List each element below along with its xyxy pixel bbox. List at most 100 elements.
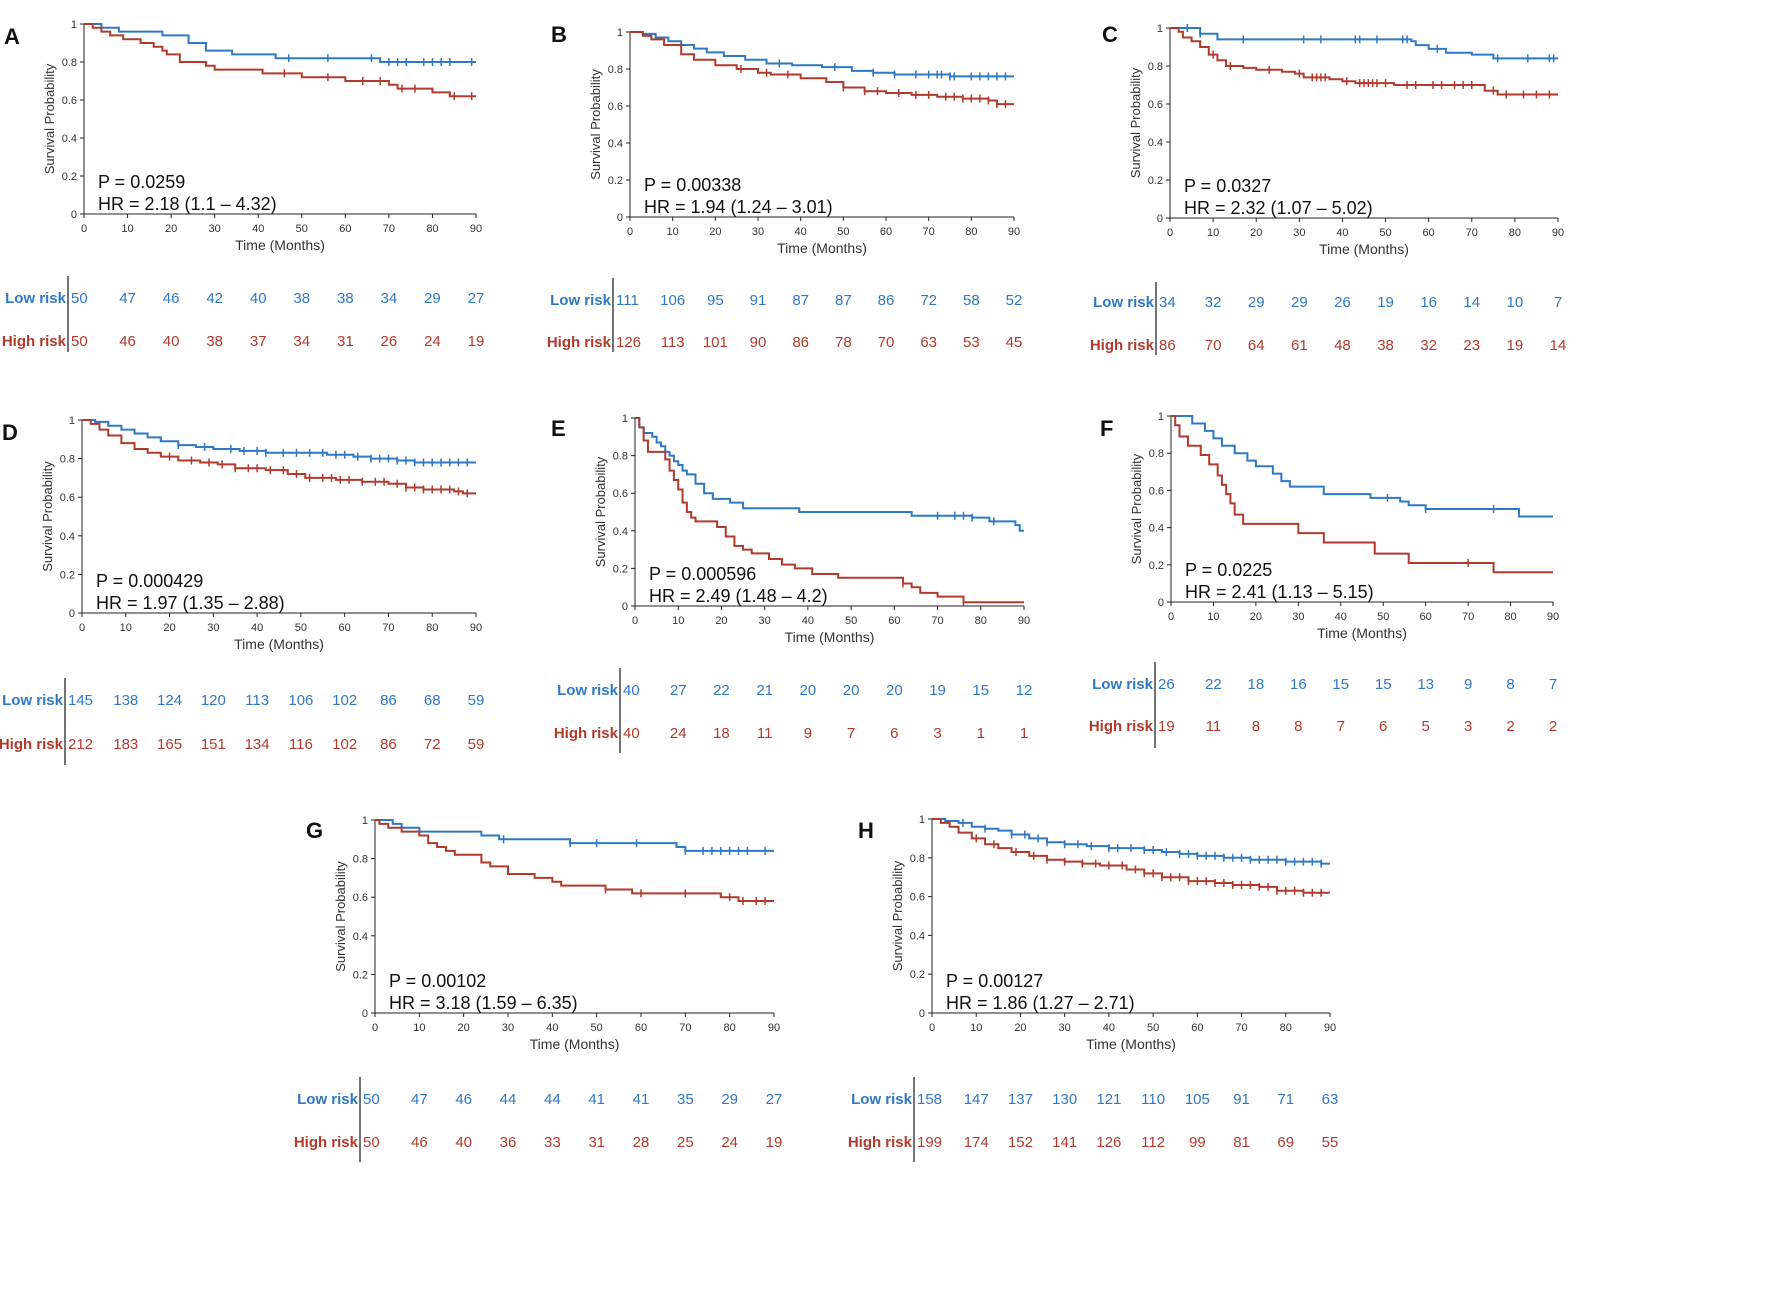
at-risk-high-value: 31 xyxy=(337,333,354,350)
at-risk-low-value: 12 xyxy=(1016,682,1033,699)
y-tick-label: 0.2 xyxy=(1149,560,1164,572)
at-risk-high-value: 45 xyxy=(1006,334,1023,351)
x-tick-label: 60 xyxy=(635,1022,647,1034)
at-risk-high-value: 3 xyxy=(933,725,941,742)
at-risk-low-value: 27 xyxy=(468,290,485,307)
p-value: P = 0.00102 xyxy=(389,971,486,991)
at-risk-high-value: 3 xyxy=(1464,718,1472,735)
x-tick-label: 10 xyxy=(667,226,679,238)
at-risk-low-value: 27 xyxy=(766,1091,783,1108)
at-risk-high-value: 102 xyxy=(332,736,357,753)
at-risk-high-value: 8 xyxy=(1252,718,1260,735)
panel-label: D xyxy=(2,420,18,445)
panel-label: F xyxy=(1100,416,1113,441)
at-risk-low-value: 40 xyxy=(250,290,267,307)
at-risk-high-value: 86 xyxy=(792,334,809,351)
at-risk-low-value: 15 xyxy=(1375,676,1392,693)
y-tick-label: 0 xyxy=(362,1008,368,1020)
km-curve-high-risk xyxy=(84,23,476,98)
x-tick-label: 60 xyxy=(888,615,900,627)
at-risk-high-value: 36 xyxy=(500,1134,517,1151)
y-tick-label: 0 xyxy=(1157,213,1163,225)
x-tick-label: 80 xyxy=(965,226,977,238)
y-tick-label: 1 xyxy=(617,27,623,39)
y-tick-label: 1 xyxy=(1157,23,1163,35)
at-risk-low-value: 18 xyxy=(1248,676,1265,693)
x-tick-label: 50 xyxy=(1377,611,1389,623)
at-risk-high-value: 1 xyxy=(977,725,985,742)
at-risk-high-value: 40 xyxy=(455,1134,472,1151)
panel-h: H00.20.40.60.810 10 20 30 40 50 60 70 80 90Surviv… xyxy=(848,814,1339,1162)
at-risk-high-value: 1 xyxy=(1020,725,1028,742)
km-curve-low-risk xyxy=(932,818,1330,865)
y-tick-label: 0.2 xyxy=(1148,175,1163,187)
y-tick-label: 0.2 xyxy=(910,969,925,981)
x-tick-label: 20 xyxy=(458,1022,470,1034)
x-tick-label: 50 xyxy=(845,615,857,627)
hazard-ratio: HR = 2.32 (1.07 – 5.02) xyxy=(1184,198,1373,218)
at-risk-low-value: 41 xyxy=(588,1091,605,1108)
x-tick-label: 20 xyxy=(709,226,721,238)
at-risk-low-value: 71 xyxy=(1277,1091,1294,1108)
x-tick-label: 20 xyxy=(715,615,727,627)
panel-label: B xyxy=(551,22,567,47)
panel-c: C00.20.40.60.810 10 20 30 40 50 60 70 80 90Surviv… xyxy=(1090,22,1566,355)
at-risk-low-value: 35 xyxy=(677,1091,694,1108)
at-risk-high-value: 55 xyxy=(1322,1134,1339,1151)
at-risk-high-value: 37 xyxy=(250,333,267,350)
at-risk-low-value: 38 xyxy=(293,290,310,307)
x-axis-title: Time (Months) xyxy=(235,237,325,253)
panel-label: C xyxy=(1102,22,1118,47)
at-risk-high-value: 126 xyxy=(1096,1134,1121,1151)
km-curve-low-risk xyxy=(635,417,1024,532)
at-risk-high-value: 46 xyxy=(119,333,136,350)
at-risk-high-value: 25 xyxy=(677,1134,694,1151)
x-tick-label: 0 xyxy=(627,226,633,238)
at-risk-low-value: 46 xyxy=(163,290,180,307)
panel-d: D00.20.40.60.810 10 20 30 40 50 60 70 80 90Surviv… xyxy=(0,415,484,765)
p-value: P = 0.00127 xyxy=(946,971,1043,991)
x-tick-label: 70 xyxy=(1462,611,1474,623)
y-tick-label: 0.2 xyxy=(62,171,77,183)
x-tick-label: 50 xyxy=(591,1022,603,1034)
at-risk-high-value: 6 xyxy=(1379,718,1387,735)
at-risk-high-value: 86 xyxy=(1159,337,1176,354)
at-risk-low-value: 86 xyxy=(380,692,397,709)
at-risk-low-value: 72 xyxy=(920,292,937,309)
y-tick-label: 0.6 xyxy=(910,892,925,904)
high-risk-label: High risk xyxy=(547,334,612,351)
y-tick-label: 0.4 xyxy=(60,531,75,543)
x-tick-label: 50 xyxy=(1147,1022,1159,1034)
x-tick-label: 10 xyxy=(121,223,133,235)
km-curve-high-risk xyxy=(375,819,774,903)
x-tick-label: 40 xyxy=(252,223,264,235)
at-risk-high-value: 23 xyxy=(1463,337,1480,354)
at-risk-low-value: 22 xyxy=(713,682,730,699)
at-risk-low-value: 19 xyxy=(1377,294,1394,311)
panel-b: B00.20.40.60.810 10 20 30 40 50 60 70 80 90Surviv… xyxy=(547,22,1023,352)
y-tick-label: 0.6 xyxy=(62,95,77,107)
x-tick-label: 70 xyxy=(382,622,394,634)
y-tick-label: 0.6 xyxy=(613,488,628,500)
high-risk-label: High risk xyxy=(848,1134,913,1151)
panel-a: A00.20.40.60.810 10 20 30 40 50 60 70 80 90Surviv… xyxy=(2,19,485,352)
at-risk-high-value: 126 xyxy=(616,334,641,351)
at-risk-low-value: 34 xyxy=(381,290,398,307)
x-axis-title: Time (Months) xyxy=(777,240,867,256)
at-risk-high-value: 101 xyxy=(703,334,728,351)
at-risk-high-value: 81 xyxy=(1233,1134,1250,1151)
at-risk-high-value: 2 xyxy=(1549,718,1557,735)
at-risk-low-value: 13 xyxy=(1417,676,1434,693)
at-risk-low-value: 29 xyxy=(1291,294,1308,311)
x-tick-label: 80 xyxy=(975,615,987,627)
at-risk-low-value: 42 xyxy=(206,290,223,307)
y-axis-title: Survival Probability xyxy=(42,63,57,174)
y-tick-label: 0.8 xyxy=(353,854,368,866)
at-risk-low-value: 113 xyxy=(245,692,269,709)
km-curve-high-risk xyxy=(1170,27,1558,96)
x-tick-label: 70 xyxy=(383,223,395,235)
y-tick-label: 0.8 xyxy=(1148,61,1163,73)
at-risk-low-value: 137 xyxy=(1008,1091,1033,1108)
at-risk-high-value: 40 xyxy=(163,333,180,350)
y-tick-label: 0.2 xyxy=(613,563,628,575)
